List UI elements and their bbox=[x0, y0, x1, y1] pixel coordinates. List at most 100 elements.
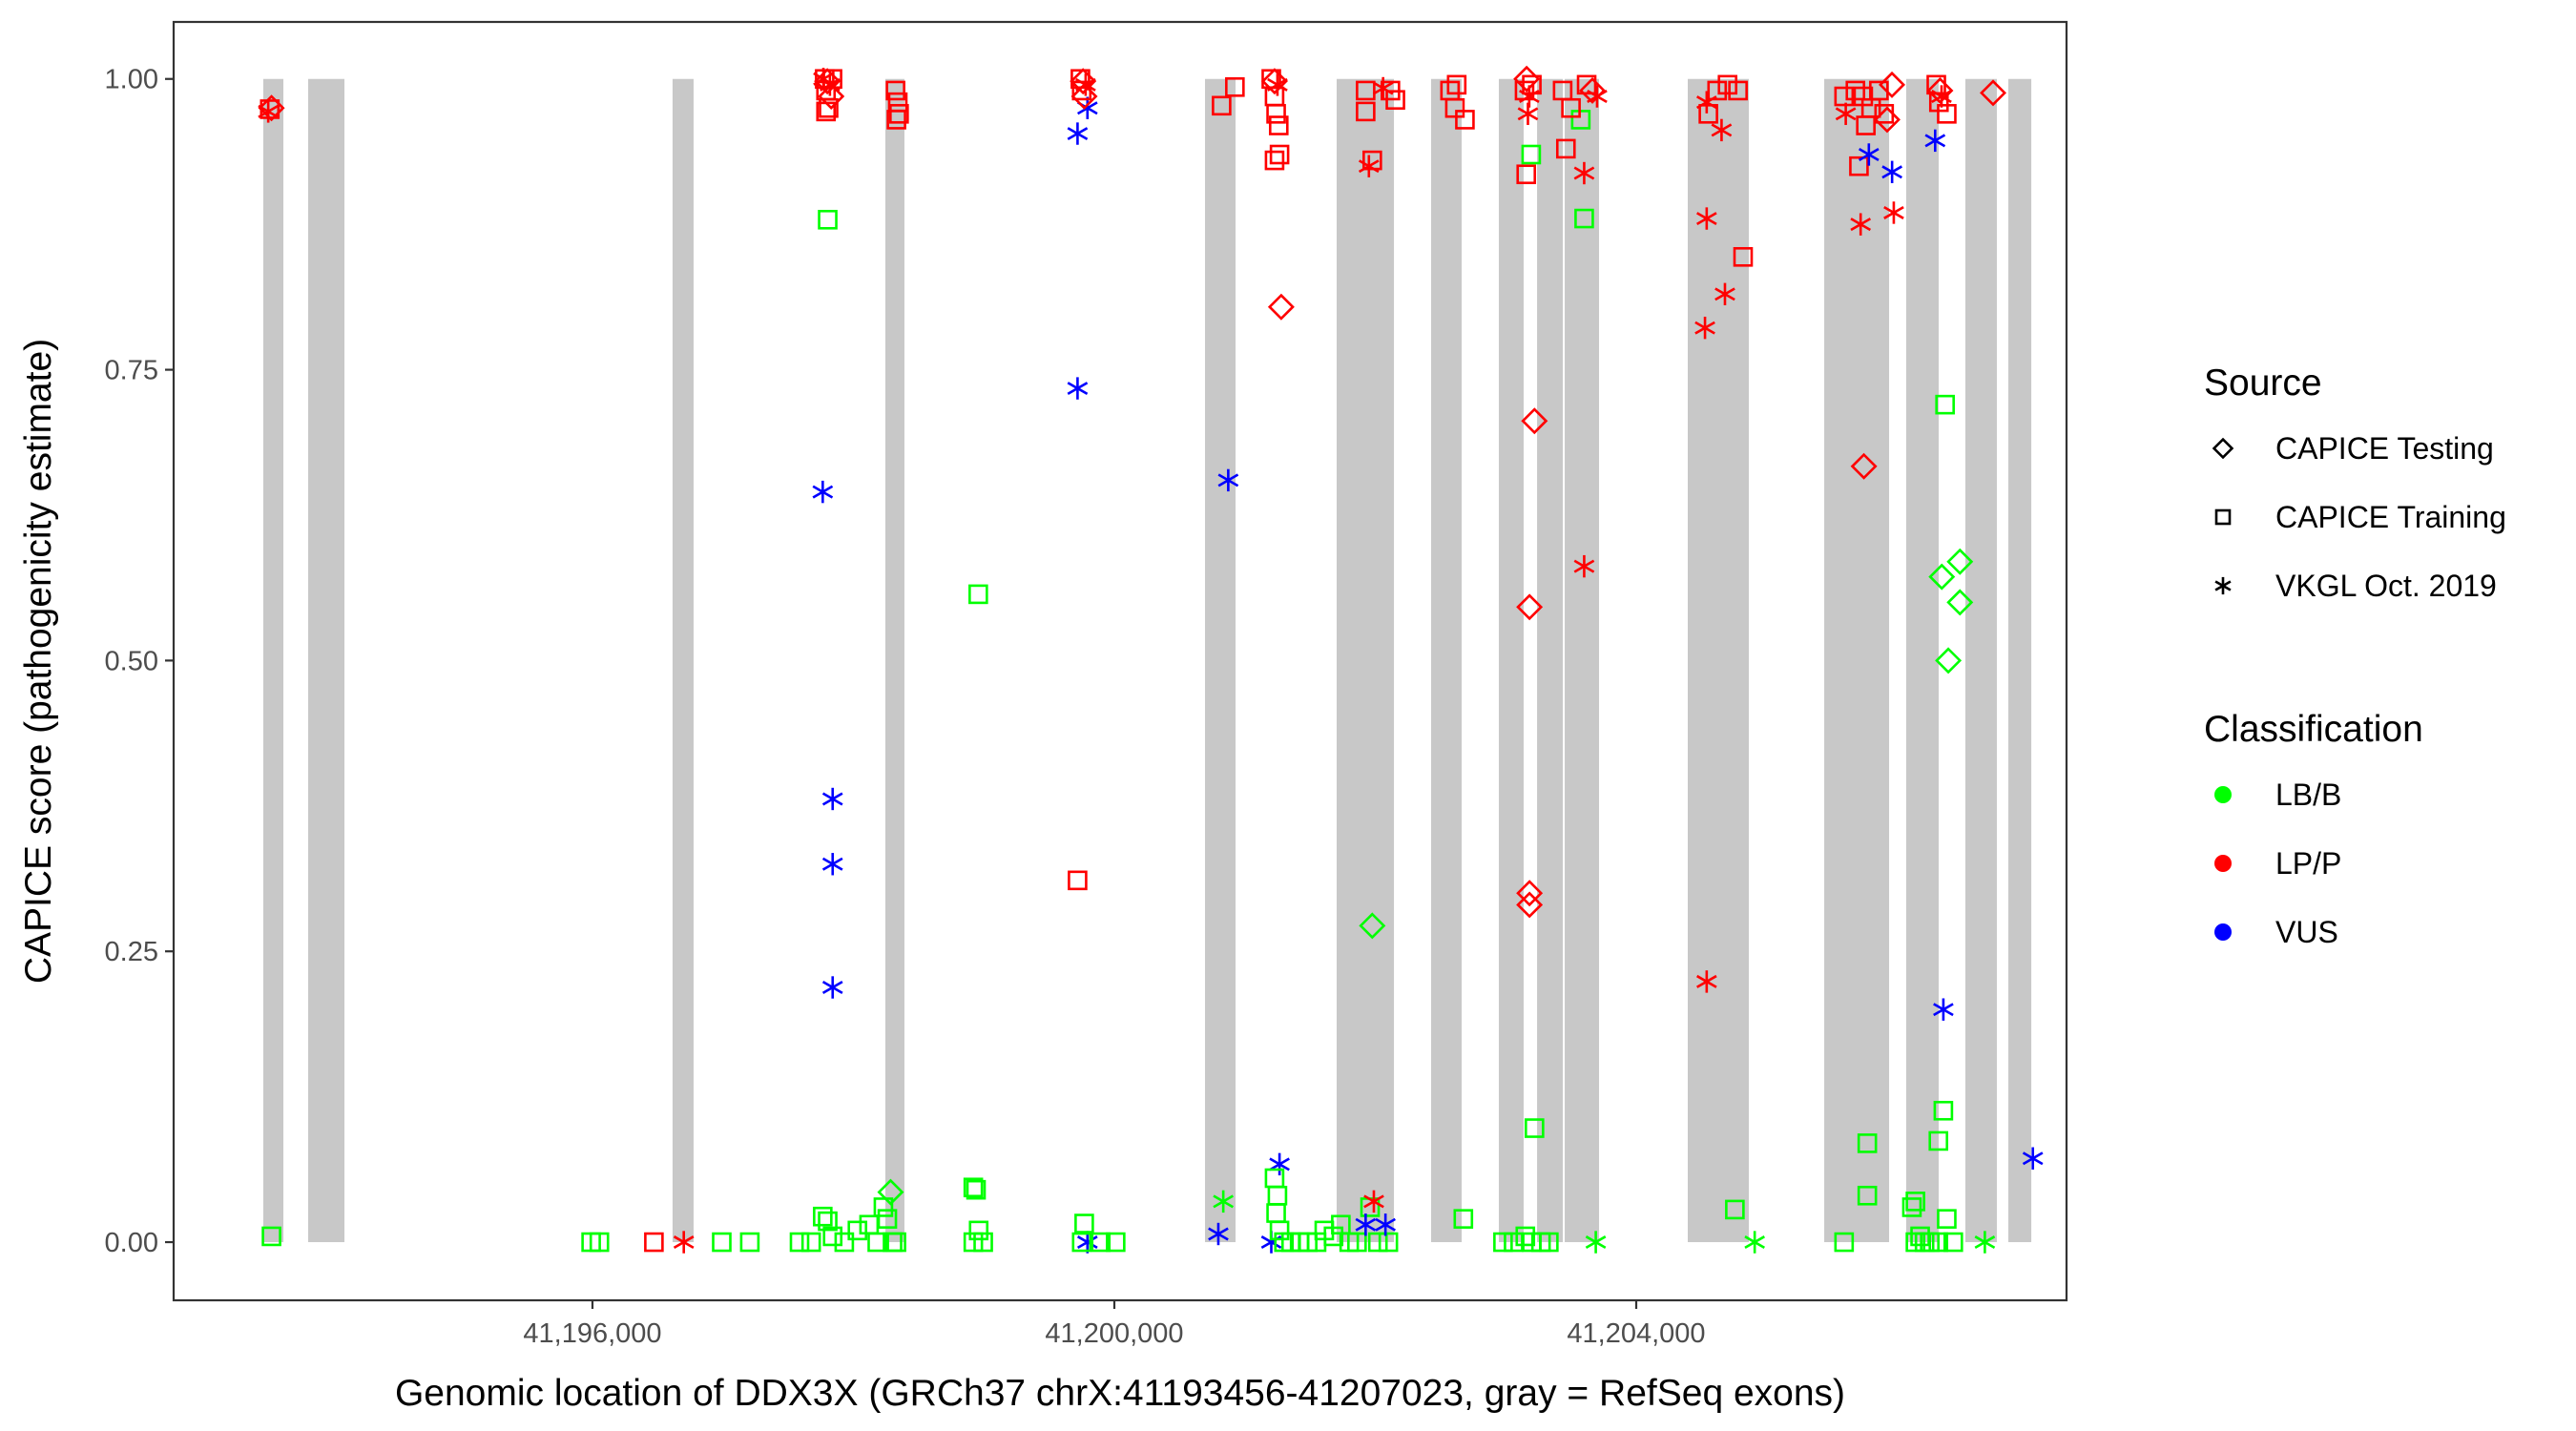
point-capice-training bbox=[712, 1232, 732, 1253]
point-capice-training bbox=[822, 1226, 843, 1247]
point-capice-training bbox=[1068, 870, 1088, 891]
point-capice-training bbox=[834, 1232, 855, 1253]
point-capice-training bbox=[859, 1214, 880, 1235]
point-capice-training bbox=[1356, 101, 1376, 122]
exon-band bbox=[1688, 78, 1750, 1243]
x-axis: 41,196,000 41,200,000 41,204,000 bbox=[523, 1300, 1706, 1349]
point-capice-training bbox=[1874, 104, 1895, 124]
point-vkgl bbox=[1835, 102, 1857, 126]
point-vkgl bbox=[1933, 998, 1954, 1021]
point-capice-training bbox=[1849, 156, 1869, 176]
point-capice-training bbox=[1515, 1226, 1536, 1247]
exon-band bbox=[672, 78, 694, 1243]
point-vkgl bbox=[821, 853, 843, 876]
point-capice-training bbox=[1269, 1220, 1290, 1241]
point-capice-training bbox=[819, 97, 839, 118]
legend-classification-title: Classification bbox=[2204, 709, 2423, 750]
point-capice-testing bbox=[1879, 71, 1906, 98]
point-vkgl bbox=[1850, 213, 1872, 236]
point-capice-training bbox=[816, 101, 837, 122]
point-vkgl bbox=[1696, 970, 1717, 993]
exon-band bbox=[1431, 78, 1463, 1243]
point-capice-training bbox=[1717, 74, 1738, 95]
point-vkgl bbox=[1067, 377, 1089, 400]
data-points bbox=[258, 65, 2044, 1254]
y-tick-label: 0.00 bbox=[105, 1228, 158, 1258]
point-vkgl bbox=[1067, 122, 1089, 145]
point-capice-training bbox=[886, 110, 906, 130]
point-capice-training bbox=[963, 1232, 984, 1253]
point-capice-training bbox=[1942, 1232, 1963, 1253]
exon-band bbox=[2008, 78, 2032, 1243]
point-capice-testing bbox=[1516, 891, 1544, 919]
point-capice-testing bbox=[1926, 76, 1954, 104]
point-capice-training bbox=[1725, 1199, 1745, 1220]
legend-class-label: VUS bbox=[2275, 915, 2338, 949]
point-capice-testing bbox=[1070, 68, 1097, 95]
point-capice-training bbox=[1378, 1232, 1399, 1253]
point-capice-training bbox=[1733, 246, 1754, 267]
point-capice-training bbox=[1323, 1226, 1344, 1247]
point-capice-training bbox=[1074, 1213, 1094, 1234]
point-vkgl bbox=[1711, 118, 1733, 142]
legend-diamond-icon bbox=[2212, 437, 2234, 460]
legend-source-label: CAPICE Testing bbox=[2275, 431, 2494, 466]
point-capice-testing bbox=[1260, 68, 1288, 95]
point-capice-training bbox=[966, 1179, 987, 1200]
point-vkgl bbox=[1208, 1222, 1229, 1246]
point-vkgl bbox=[1587, 85, 1608, 108]
point-capice-testing bbox=[818, 83, 845, 111]
legend-source: Source CAPICE Testing CAPICE Training VKGL… bbox=[2204, 363, 2506, 603]
point-capice-training bbox=[1212, 95, 1232, 116]
point-capice-training bbox=[813, 1206, 833, 1227]
point-capice-training bbox=[589, 1232, 610, 1253]
point-vkgl bbox=[1883, 201, 1904, 224]
legend-source-label: CAPICE Training bbox=[2275, 500, 2506, 534]
point-capice-training bbox=[847, 1220, 868, 1241]
point-capice-training bbox=[822, 69, 842, 90]
point-vkgl bbox=[1372, 76, 1394, 100]
point-vkgl bbox=[1974, 1231, 1996, 1254]
point-capice-training bbox=[261, 1226, 281, 1247]
exon-band bbox=[1205, 78, 1236, 1243]
point-capice-training bbox=[1698, 104, 1718, 124]
point-capice-training bbox=[968, 1220, 989, 1241]
point-vkgl bbox=[1375, 1213, 1396, 1236]
point-capice-training bbox=[867, 1232, 887, 1253]
point-vkgl bbox=[1573, 161, 1595, 185]
point-capice-training bbox=[1935, 394, 1955, 415]
point-capice-training bbox=[1264, 150, 1285, 171]
point-vkgl bbox=[1714, 282, 1735, 306]
point-vkgl bbox=[1269, 1152, 1290, 1176]
x-tick-label: 41,204,000 bbox=[1567, 1318, 1705, 1349]
point-capice-training bbox=[1555, 138, 1576, 159]
point-capice-testing bbox=[1928, 563, 1956, 591]
point-capice-testing bbox=[1516, 880, 1544, 907]
point-vkgl bbox=[1931, 85, 1952, 108]
point-capice-testing bbox=[1946, 548, 1974, 575]
point-capice-training bbox=[1933, 1100, 1954, 1121]
point-vkgl bbox=[1355, 1213, 1377, 1236]
point-capice-training bbox=[1356, 80, 1376, 101]
point-vkgl bbox=[1585, 1231, 1607, 1254]
x-tick-label: 41,200,000 bbox=[1045, 1318, 1183, 1349]
point-capice-training bbox=[1937, 1209, 1957, 1229]
legend-class-label: LP/P bbox=[2275, 846, 2341, 881]
point-capice-training bbox=[1728, 80, 1748, 101]
point-capice-training bbox=[1516, 164, 1537, 185]
point-vkgl bbox=[1744, 1231, 1765, 1254]
point-capice-training bbox=[1525, 1118, 1545, 1138]
exon-band bbox=[1905, 78, 1939, 1243]
point-capice-training bbox=[739, 1232, 760, 1253]
point-capice-training bbox=[877, 1209, 898, 1229]
exon-band bbox=[307, 78, 345, 1243]
point-capice-training bbox=[1267, 1185, 1288, 1206]
point-capice-testing bbox=[877, 1178, 904, 1206]
point-capice-training bbox=[885, 80, 905, 101]
point-vkgl bbox=[2022, 1147, 2044, 1170]
point-capice-training bbox=[818, 1211, 838, 1232]
point-capice-training bbox=[1091, 1232, 1111, 1253]
point-capice-testing bbox=[1070, 83, 1098, 111]
point-capice-training bbox=[1539, 1232, 1559, 1253]
